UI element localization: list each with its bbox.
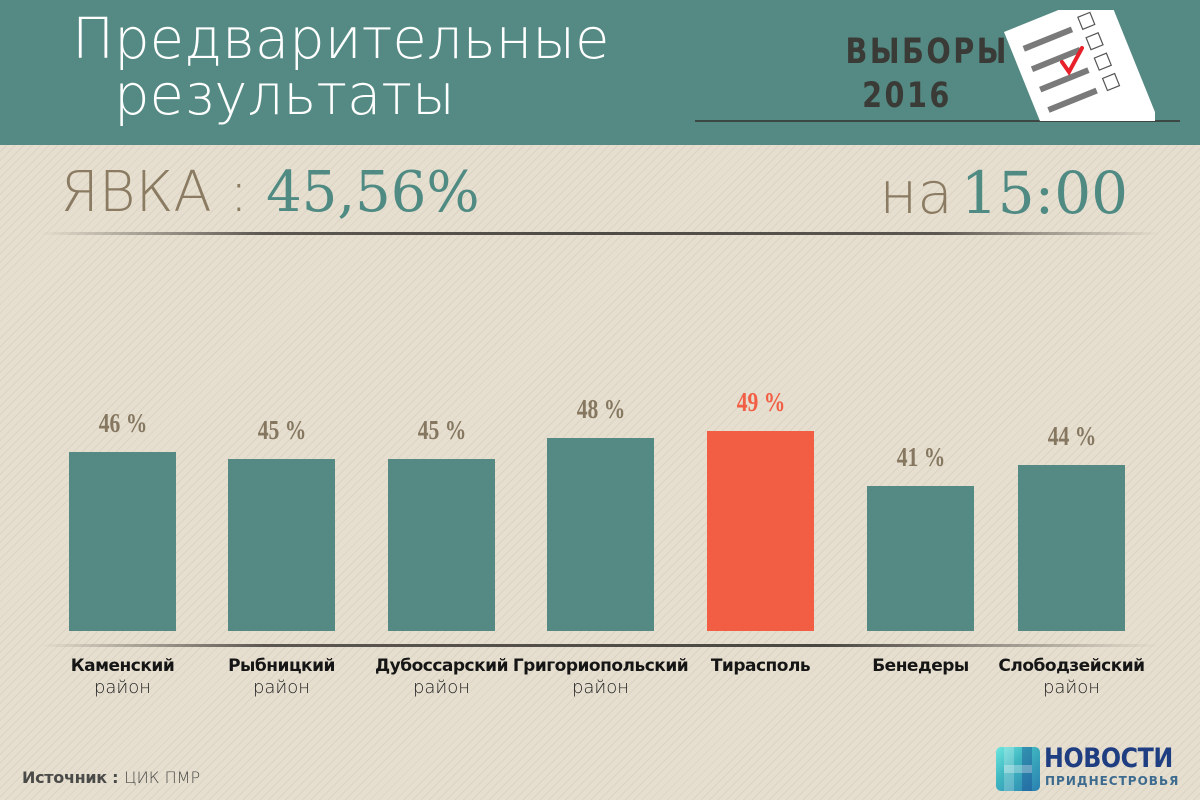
category-name: Дубоссарский xyxy=(374,656,509,676)
category-name: Тирасполь xyxy=(710,656,811,676)
time-label: на xyxy=(879,159,953,227)
x-axis-line xyxy=(40,644,1160,647)
page-title: Предварительные результаты xyxy=(72,12,610,124)
category-label: Дубоссарский район xyxy=(352,655,532,699)
turnout-label: ЯВКА : xyxy=(60,160,249,225)
bar-value-label: 48 % xyxy=(576,393,625,424)
bar-value-label: 45 % xyxy=(417,414,466,445)
ballot-checkbox-icon xyxy=(990,10,1155,122)
bar-value-label: 41 % xyxy=(896,442,945,472)
source-note: Источник : ЦИК ПМР xyxy=(22,768,200,787)
category-name: Слободзейский xyxy=(998,656,1145,676)
time-value: 15:00 xyxy=(960,159,1128,227)
elections-label: ВЫБОРЫ xyxy=(845,32,1009,72)
summary-divider-right xyxy=(600,232,1160,235)
bar-value-label: 44 % xyxy=(1047,421,1096,452)
category-subtitle: район xyxy=(93,677,152,698)
category-name: Григориопольский xyxy=(512,656,689,676)
source-label: Источник : xyxy=(22,768,119,787)
turnout-summary: ЯВКА : 45,56% xyxy=(60,158,480,228)
header-banner: Предварительные результаты ВЫБОРЫ 2016 xyxy=(0,0,1200,145)
category-label: Григориопольский район xyxy=(511,655,691,699)
category-subtitle: район xyxy=(1042,677,1101,698)
bar-2 xyxy=(228,458,335,631)
category-subtitle: район xyxy=(252,677,311,698)
category-subtitle: район xyxy=(412,677,471,698)
summary-divider-left xyxy=(40,232,600,235)
bar-4 xyxy=(547,437,654,631)
source-value: ЦИК ПМР xyxy=(124,768,201,787)
category-name: Бенедеры xyxy=(872,656,969,676)
elections-year: 2016 xyxy=(862,76,952,116)
category-name: Каменский xyxy=(70,656,175,676)
bar-3 xyxy=(388,458,495,631)
category-label: Тирасполь xyxy=(671,655,851,677)
logo-mark-icon xyxy=(996,747,1040,791)
elections-badge: ВЫБОРЫ 2016 xyxy=(845,30,1009,118)
category-label: Слободзейский район xyxy=(982,655,1162,699)
logo-subtitle: ПРИДНЕСТРОВЬЯ xyxy=(1045,774,1180,788)
title-line-1: Предварительные xyxy=(72,7,610,72)
turnout-value: 45,56% xyxy=(266,160,480,225)
bar-6 xyxy=(867,486,974,631)
news-logo: НОВОСТИ ПРИДНЕСТРОВЬЯ xyxy=(996,743,1186,793)
bar-value-label: 45 % xyxy=(257,414,306,445)
turnout-time: на 15:00 xyxy=(879,158,1128,228)
category-subtitle: район xyxy=(571,677,630,698)
category-label: Рыбницкий район xyxy=(192,655,372,699)
bar-value-label: 49 % xyxy=(736,387,785,417)
bar-5 xyxy=(707,431,814,631)
category-label: Бенедеры xyxy=(831,655,1011,677)
logo-title: НОВОСТИ xyxy=(1044,743,1173,774)
category-label: Каменский район xyxy=(33,655,213,699)
bar-1 xyxy=(69,451,176,631)
category-name: Рыбницкий xyxy=(228,656,335,676)
bar-7 xyxy=(1018,465,1125,631)
header-divider xyxy=(695,120,1180,122)
title-line-2: результаты xyxy=(114,63,455,128)
bar-value-label: 46 % xyxy=(98,407,147,438)
